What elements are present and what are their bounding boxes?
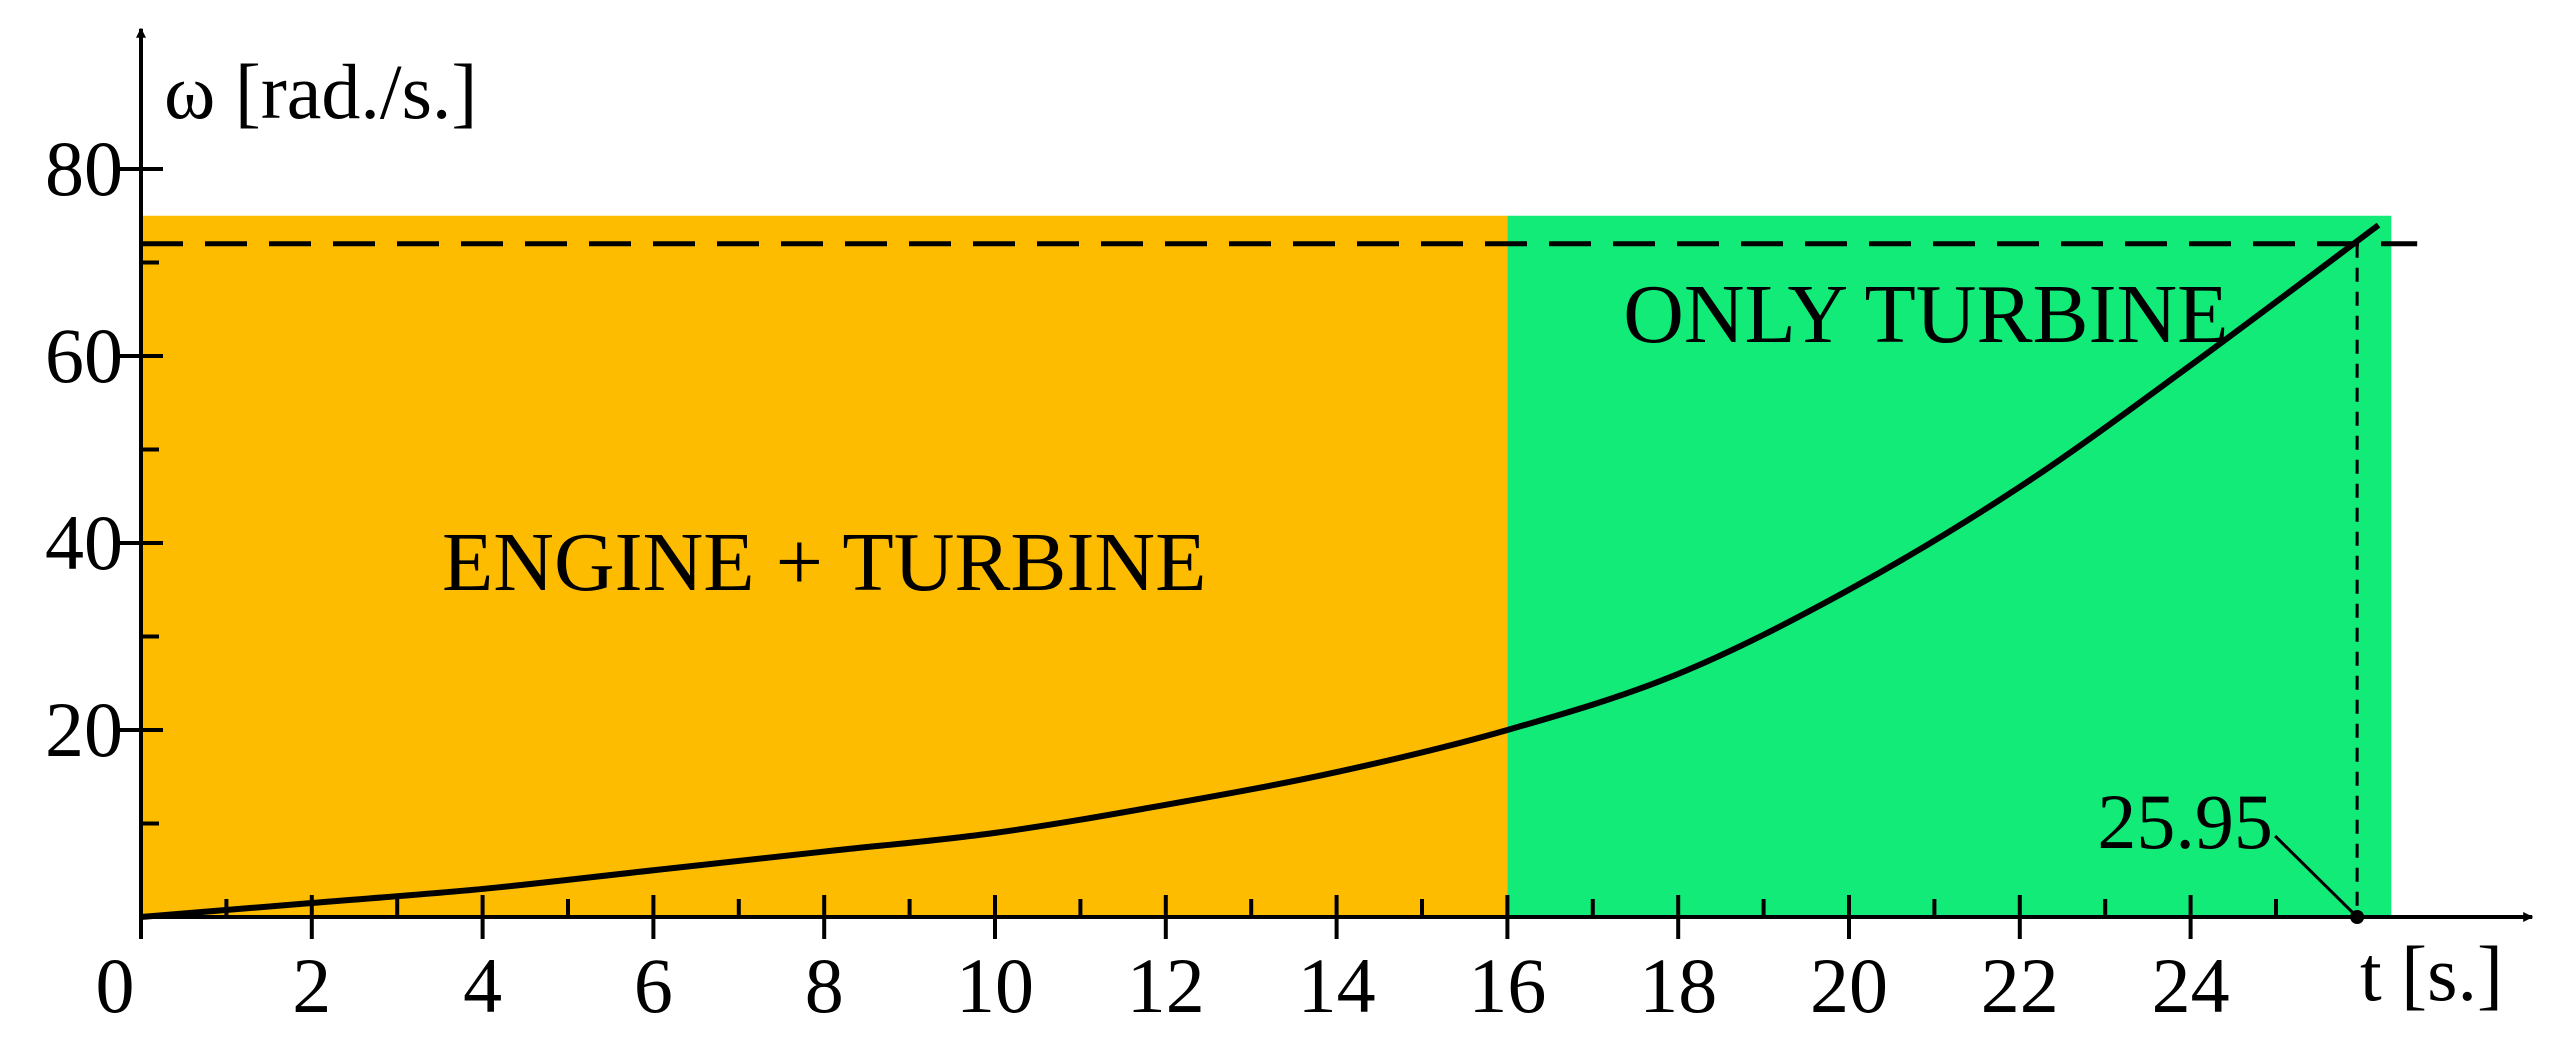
- region: [141, 215, 1508, 917]
- x-tick-label: 0: [96, 942, 135, 1029]
- marker-label: 25.95: [2097, 778, 2273, 865]
- plot: ENGINE + TURBINE ONLY TURBINE ω [rad./s.] t…: [45, 27, 2534, 1029]
- y-tick-label: 60: [45, 312, 123, 399]
- marker-leader: [2274, 834, 2355, 915]
- x-tick-label: 18: [1639, 942, 1717, 1029]
- x-tick-label: 24: [2152, 942, 2230, 1029]
- x-axis-label: t [s.]: [2360, 930, 2503, 1017]
- x-tick-label: 10: [956, 942, 1034, 1029]
- x-tick-label: 20: [1810, 942, 1888, 1029]
- y-tick-label: 80: [45, 125, 123, 212]
- x-tick-label: 4: [463, 942, 502, 1029]
- x-tick-label: 14: [1298, 942, 1376, 1029]
- y-tick-label: 40: [45, 499, 123, 586]
- region-label: ENGINE + TURBINE: [442, 516, 1206, 609]
- region-label: ONLY TURBINE: [1623, 268, 2228, 361]
- x-tick-label: 12: [1127, 942, 1205, 1029]
- data-line: [140, 222, 2381, 920]
- x-tick-label: 6: [634, 942, 673, 1029]
- regions: [141, 215, 2392, 917]
- x-tick-label: 22: [1981, 942, 2059, 1029]
- x-tick-label: 16: [1468, 942, 1546, 1029]
- marker-point: [2350, 910, 2365, 924]
- y-tick-label: 20: [45, 686, 123, 773]
- x-tick-label: 8: [805, 942, 844, 1029]
- region: [1507, 215, 2392, 917]
- x-tick-label: 2: [292, 942, 331, 1029]
- y-axis-label: ω [rad./s.]: [164, 48, 477, 135]
